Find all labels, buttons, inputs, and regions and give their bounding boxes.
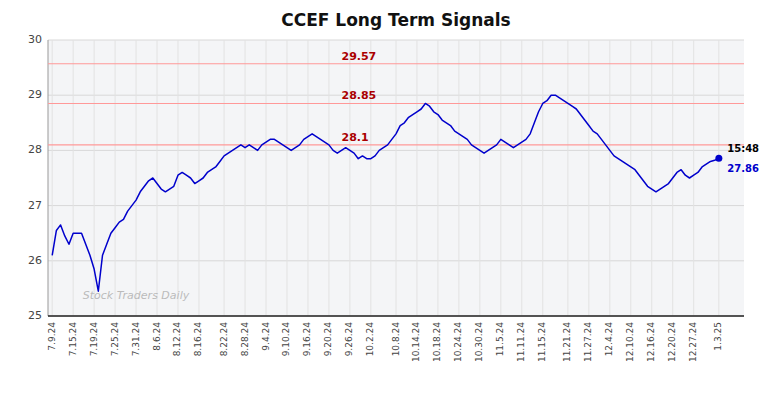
x-tick-label: 10.14.24 — [411, 322, 421, 362]
price-line — [52, 95, 719, 291]
x-tick-label: 12.27.24 — [688, 322, 698, 362]
chart-svg: 2526272829307.9.247.15.247.19.247.25.247… — [0, 0, 784, 398]
x-grid-line — [349, 40, 350, 316]
x-grid-line — [521, 40, 522, 316]
x-grid-line — [73, 40, 74, 316]
data-group — [48, 64, 744, 291]
y-tick-label: 28 — [28, 143, 42, 156]
x-tick-label: 8.12.24 — [172, 322, 182, 357]
last-time-label: 15:48 — [727, 143, 759, 154]
x-grid-line — [567, 40, 568, 316]
x-tick-label: 8.28.24 — [240, 322, 250, 357]
x-grid-line — [693, 40, 694, 316]
x-grid-line — [396, 40, 397, 316]
plot-background — [48, 40, 744, 316]
x-tick-label: 10.30.24 — [474, 322, 484, 362]
chart-title: CCEF Long Term Signals — [281, 10, 510, 30]
x-tick-label: 9.16.24 — [302, 322, 312, 357]
x-grid-line — [266, 40, 267, 316]
x-grid-line — [500, 40, 501, 316]
x-tick-label: 9.10.24 — [281, 322, 291, 357]
x-grid-line — [307, 40, 308, 316]
x-tick-label: 7.9.24 — [47, 322, 57, 351]
x-grid-line — [136, 40, 137, 316]
x-tick-label: 11.11.24 — [516, 322, 526, 362]
x-tick-label: 11.27.24 — [583, 322, 593, 362]
x-grid-line — [437, 40, 438, 316]
signal-label: 28.85 — [341, 89, 376, 102]
y-grid-line — [48, 316, 744, 317]
x-tick-label: 12.16.24 — [646, 322, 656, 362]
x-tick-label: 11.15.24 — [537, 322, 547, 362]
x-axis-line — [48, 315, 744, 317]
y-tick-label: 25 — [28, 309, 42, 322]
chart-container: 2526272829307.9.247.15.247.19.247.25.247… — [0, 0, 784, 398]
x-tick-label: 7.19.24 — [89, 322, 99, 357]
x-grid-line — [651, 40, 652, 316]
x-tick-label: 7.15.24 — [68, 322, 78, 357]
x-tick-label: 8.16.24 — [193, 322, 203, 357]
y-tick-label: 26 — [28, 254, 42, 267]
x-tick-label: 12.20.24 — [667, 322, 677, 362]
x-grid-line — [245, 40, 246, 316]
x-tick-label: 10.2.24 — [365, 322, 375, 357]
y-tick-label: 30 — [28, 33, 42, 46]
y-tick-label: 29 — [28, 88, 42, 101]
x-tick-label: 7.31.24 — [131, 322, 141, 357]
x-grid-line — [157, 40, 158, 316]
x-grid-line — [224, 40, 225, 316]
x-grid-line — [198, 40, 199, 316]
annotations: 29.57 28.85 28.1 15:48 27.86 — [341, 50, 759, 174]
x-grid-line — [542, 40, 543, 316]
x-tick-label: 10.8.24 — [391, 322, 401, 357]
signal-label: 29.57 — [341, 50, 376, 63]
last-price-dot — [715, 155, 722, 162]
x-tick-label: 10.24.24 — [453, 322, 463, 362]
signal-line — [48, 63, 744, 64]
y-tick-label: 27 — [28, 199, 42, 212]
x-axis: 7.9.24 7.15.24 7.19.24 7.25.24 7.31.24 8.6.24… — [47, 316, 744, 362]
x-grid-line — [718, 40, 719, 316]
last-price-label: 27.86 — [727, 163, 759, 174]
x-tick-label: 12.10.24 — [625, 322, 635, 362]
x-grid-line — [115, 40, 116, 316]
y-axis: 25 26 27 28 29 30 — [28, 33, 48, 322]
x-tick-label: 9.4.24 — [261, 322, 271, 351]
x-tick-label: 9.26.24 — [344, 322, 354, 357]
grid — [48, 40, 744, 316]
signal-line — [48, 144, 744, 145]
x-tick-label: 8.6.24 — [152, 322, 162, 351]
x-grid-line — [52, 40, 53, 316]
x-tick-label: 9.20.24 — [323, 322, 333, 357]
x-grid-line — [286, 40, 287, 316]
x-grid-line — [588, 40, 589, 316]
signal-line — [48, 103, 744, 104]
x-grid-line — [630, 40, 631, 316]
x-tick-label: 1.3.25 — [713, 322, 723, 351]
x-tick-label: 11.21.24 — [562, 322, 572, 362]
signal-label: 28.1 — [341, 131, 368, 144]
x-grid-line — [458, 40, 459, 316]
x-grid-line — [416, 40, 417, 316]
x-grid-line — [370, 40, 371, 316]
x-grid-line — [609, 40, 610, 316]
y-axis-line — [48, 40, 49, 316]
x-tick-label: 7.25.24 — [110, 322, 120, 357]
x-tick-label: 12.4.24 — [604, 322, 614, 357]
x-grid-line — [328, 40, 329, 316]
x-tick-label: 11.5.24 — [495, 322, 505, 357]
x-grid-line — [479, 40, 480, 316]
x-tick-label: 10.18.24 — [432, 322, 442, 362]
x-tick-label: 8.22.24 — [219, 322, 229, 357]
